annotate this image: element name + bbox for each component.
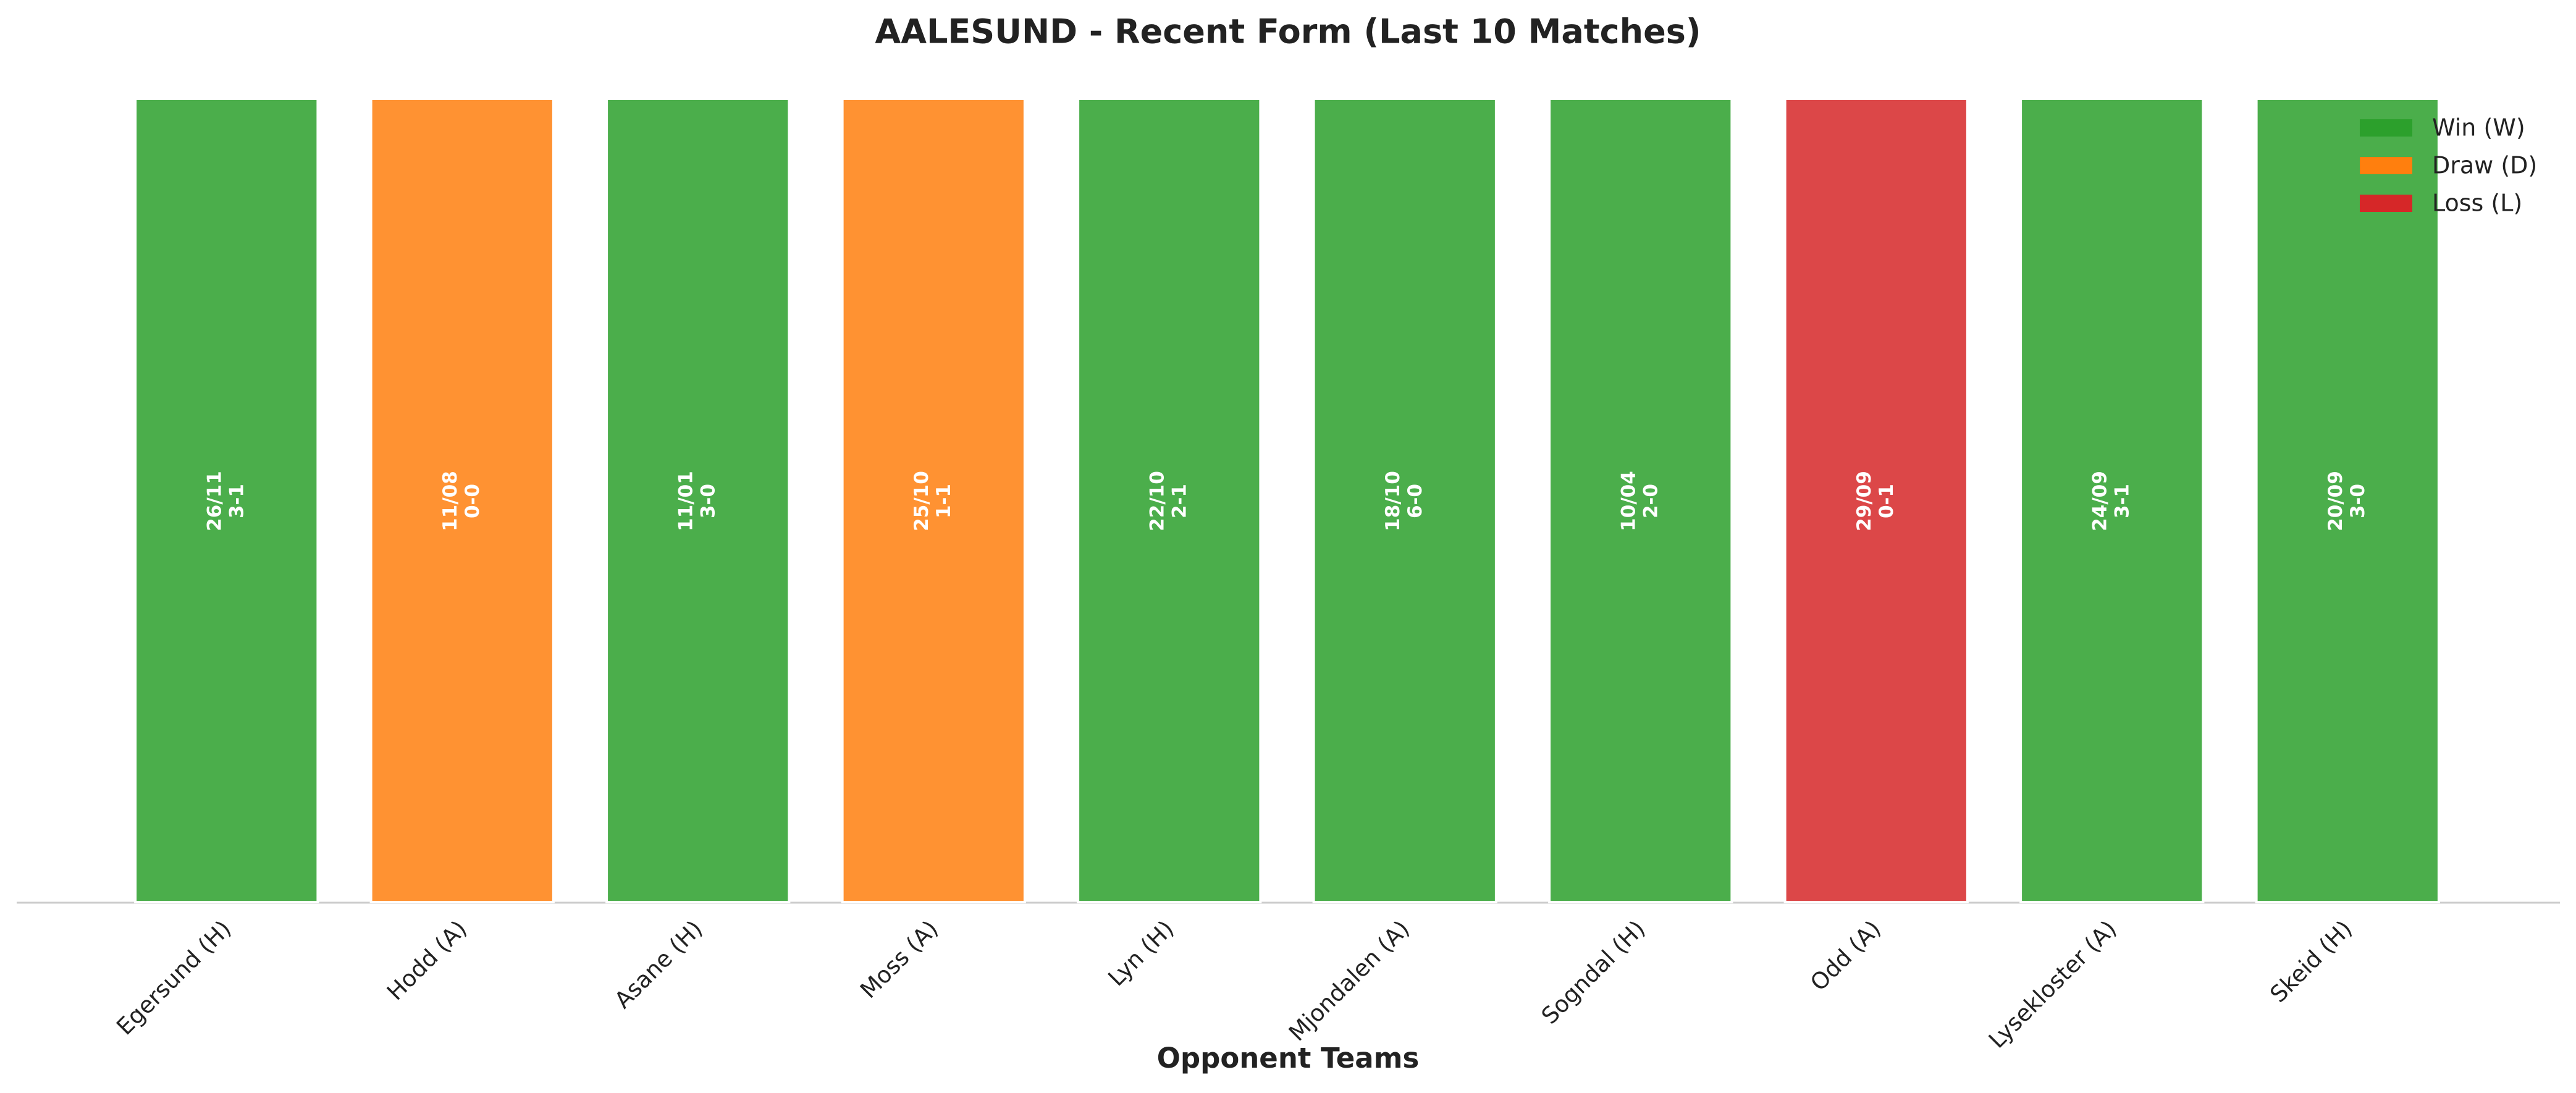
legend-label: Loss (L) xyxy=(2432,190,2522,217)
bar xyxy=(369,98,555,903)
data-label-score: 2-1 xyxy=(1168,484,1190,518)
data-label-score: 0-0 xyxy=(461,484,484,518)
bar xyxy=(1783,98,1969,903)
data-label-score: 1-1 xyxy=(933,484,955,518)
data-label-score: 2-0 xyxy=(1639,484,1662,518)
data-label-score: 0-1 xyxy=(1875,484,1898,518)
data-label-date: 26/11 xyxy=(203,471,225,531)
data-label-date: 22/10 xyxy=(1146,471,1168,531)
legend-label: Draw (D) xyxy=(2432,152,2537,179)
data-label-score: 3-0 xyxy=(697,484,719,518)
data-label-date: 24/09 xyxy=(2089,471,2111,531)
data-label-date: 11/08 xyxy=(439,471,461,531)
bar xyxy=(1548,98,1733,903)
data-label-date: 10/04 xyxy=(1617,471,1639,531)
data-label-date: 20/09 xyxy=(2325,471,2347,531)
bar xyxy=(841,98,1026,903)
bar xyxy=(134,98,319,903)
data-label-score: 6-0 xyxy=(1404,484,1426,518)
legend-swatch xyxy=(2360,157,2412,174)
legend-swatch xyxy=(2360,195,2412,212)
bar xyxy=(605,98,791,903)
data-label-score: 3-1 xyxy=(2111,484,2133,518)
data-label-date: 29/09 xyxy=(1853,471,1875,531)
data-label-date: 18/10 xyxy=(1382,471,1404,531)
x-axis-label: Opponent Teams xyxy=(1157,1042,1420,1074)
bar xyxy=(2019,98,2205,903)
data-label-score: 3-1 xyxy=(225,484,248,518)
data-label-score: 3-0 xyxy=(2347,484,2369,518)
chart-title: AALESUND - Recent Form (Last 10 Matches) xyxy=(875,12,1701,51)
bar xyxy=(1077,98,1262,903)
bar xyxy=(2255,98,2440,903)
data-label-date: 11/01 xyxy=(675,471,697,531)
data-label-date: 25/10 xyxy=(911,471,933,531)
legend-swatch xyxy=(2360,119,2412,137)
bar xyxy=(1312,98,1497,903)
legend-label: Win (W) xyxy=(2432,114,2525,141)
